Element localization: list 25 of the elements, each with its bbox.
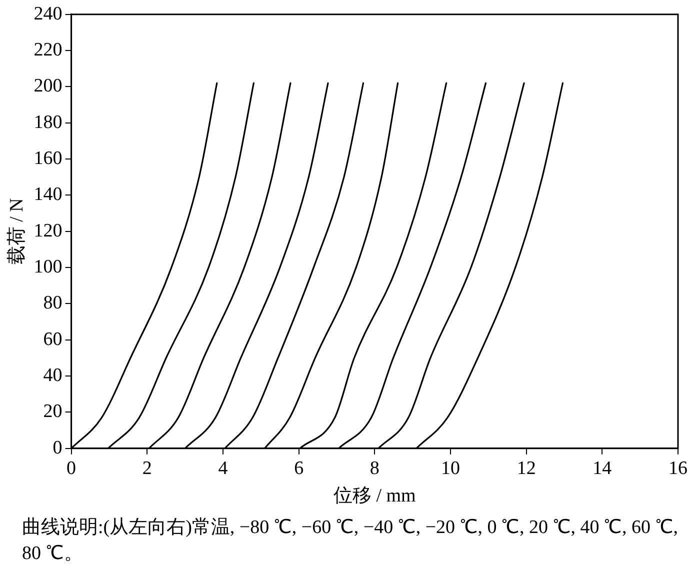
y-axis-title: 载荷 / N xyxy=(6,198,28,265)
x-axis-title: 位移 / mm xyxy=(333,486,416,507)
y-tick-label: 140 xyxy=(34,184,62,206)
y-tick-label: 160 xyxy=(34,148,62,170)
x-tick-label: 10 xyxy=(440,458,460,479)
y-tick-label: 120 xyxy=(34,220,62,242)
y-tick-label: 240 xyxy=(34,3,62,24)
x-tick-label: 14 xyxy=(592,458,612,479)
x-tick-label: 8 xyxy=(370,458,380,479)
y-tick-label: 220 xyxy=(34,40,62,61)
x-tick-label: 6 xyxy=(294,458,304,479)
x-tick-label: 4 xyxy=(218,458,228,479)
y-tick-label: 100 xyxy=(34,256,62,278)
x-tick-label: 2 xyxy=(142,458,152,479)
y-tick-label: 0 xyxy=(52,437,62,458)
text: 曲线说明:(从左向右)常温, −80 ℃, −60 ℃, −40 ℃, −20 ℃, 0 ℃, 20 ℃, 40 ℃, 60 ℃, 80 ℃。 xyxy=(22,516,680,566)
y-tick-label: 80 xyxy=(43,292,62,314)
x-tick-label: 0 xyxy=(66,458,76,479)
y-tick-label: 200 xyxy=(34,76,62,97)
x-tick-label: 12 xyxy=(516,458,536,479)
y-tick-label: 180 xyxy=(34,112,62,133)
y-tick-label: 60 xyxy=(43,328,62,350)
y-tick-label: 40 xyxy=(43,365,62,386)
x-tick-label: 16 xyxy=(668,458,688,479)
y-tick-label: 20 xyxy=(43,401,62,422)
